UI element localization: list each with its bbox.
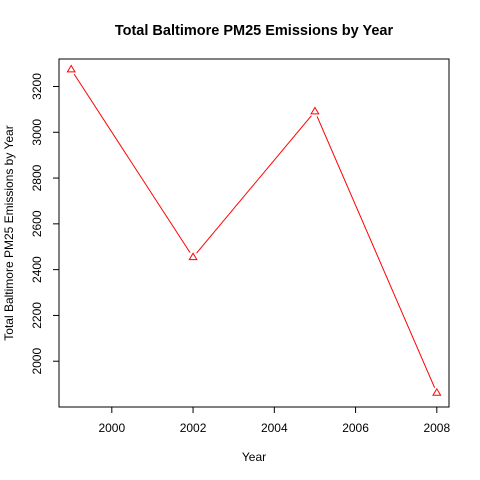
y-tick-label: 2000 bbox=[30, 348, 44, 375]
y-tick-label: 2200 bbox=[30, 302, 44, 329]
x-tick-label: 2002 bbox=[180, 421, 207, 435]
y-tick-label: 3200 bbox=[30, 73, 44, 100]
y-tick-label: 2600 bbox=[30, 210, 44, 237]
series-line-segment bbox=[73, 73, 191, 253]
y-axis-label: Total Baltimore PM25 Emissions by Year bbox=[2, 125, 16, 340]
y-tick-label: 2800 bbox=[30, 164, 44, 191]
x-tick-label: 2004 bbox=[261, 421, 288, 435]
x-tick-label: 2008 bbox=[423, 421, 450, 435]
x-tick-label: 2000 bbox=[98, 421, 125, 435]
data-point-marker bbox=[432, 387, 442, 396]
y-tick-label: 2400 bbox=[30, 256, 44, 283]
data-point-marker bbox=[66, 64, 76, 73]
x-axis-label: Year bbox=[242, 450, 266, 464]
data-point-marker bbox=[188, 252, 198, 261]
series-layer bbox=[66, 64, 442, 396]
data-point-marker bbox=[310, 106, 320, 115]
series-line-segment bbox=[196, 115, 312, 254]
series-line-segment bbox=[316, 116, 436, 388]
x-tick-label: 2006 bbox=[342, 421, 369, 435]
x-axis: 2000 2002 2004 2006 2008 bbox=[98, 406, 450, 435]
y-axis: 2000 2200 2400 2600 2800 3000 3200 bbox=[30, 73, 60, 375]
y-tick-label: 3000 bbox=[30, 119, 44, 146]
plot-frame bbox=[58, 58, 450, 408]
chart-title: Total Baltimore PM25 Emissions by Year bbox=[115, 23, 394, 39]
